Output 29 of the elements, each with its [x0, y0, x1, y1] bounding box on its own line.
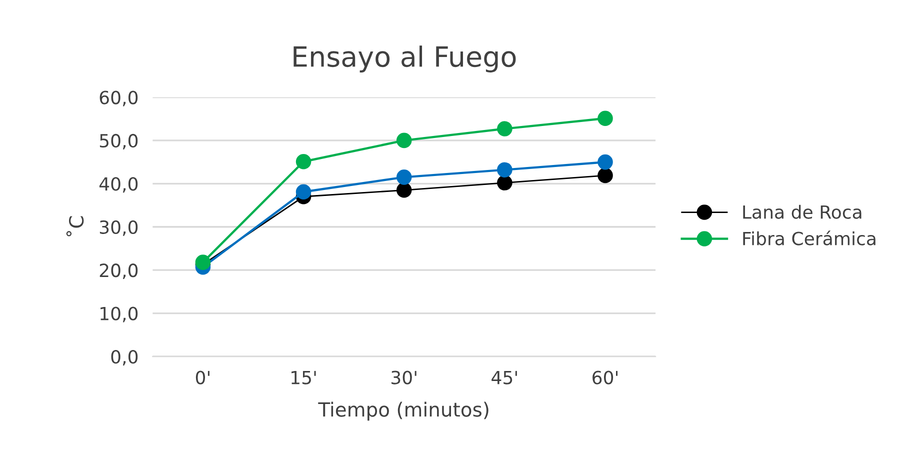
point [497, 175, 512, 190]
y-tick-label: 40,0 [99, 177, 138, 193]
point [296, 154, 312, 170]
y-tick-label: 20,0 [100, 264, 138, 280]
point [396, 170, 412, 185]
point [598, 110, 613, 126]
point [396, 132, 412, 148]
point [396, 182, 412, 198]
y-tick-label: 30,0 [100, 220, 138, 236]
x-tick-label: 30' [392, 370, 416, 384]
y-axis-title: ˚C [66, 216, 84, 236]
point [497, 162, 512, 178]
x-tick-label: 60' [592, 370, 618, 384]
point [296, 184, 312, 200]
x-tick-label: 45' [492, 370, 517, 384]
y-tick-label: 0,0 [111, 350, 138, 366]
point [598, 168, 613, 184]
legend-label: Fibra Cerámica [743, 230, 876, 246]
x-tick-label: 0' [196, 370, 210, 384]
y-tick-label: 50,0 [100, 134, 138, 150]
legend-label: Lana de Roca [743, 204, 862, 219]
x-axis-title: Tiempo (minutos) [318, 402, 488, 421]
point [195, 254, 211, 270]
point [497, 121, 512, 136]
chart-title: Ensayo al Fuego [294, 46, 516, 72]
y-tick-label: 60,0 [100, 90, 138, 106]
point [598, 154, 613, 170]
y-tick-label: 10,0 [100, 306, 138, 322]
x-tick-label: 15' [292, 370, 316, 384]
